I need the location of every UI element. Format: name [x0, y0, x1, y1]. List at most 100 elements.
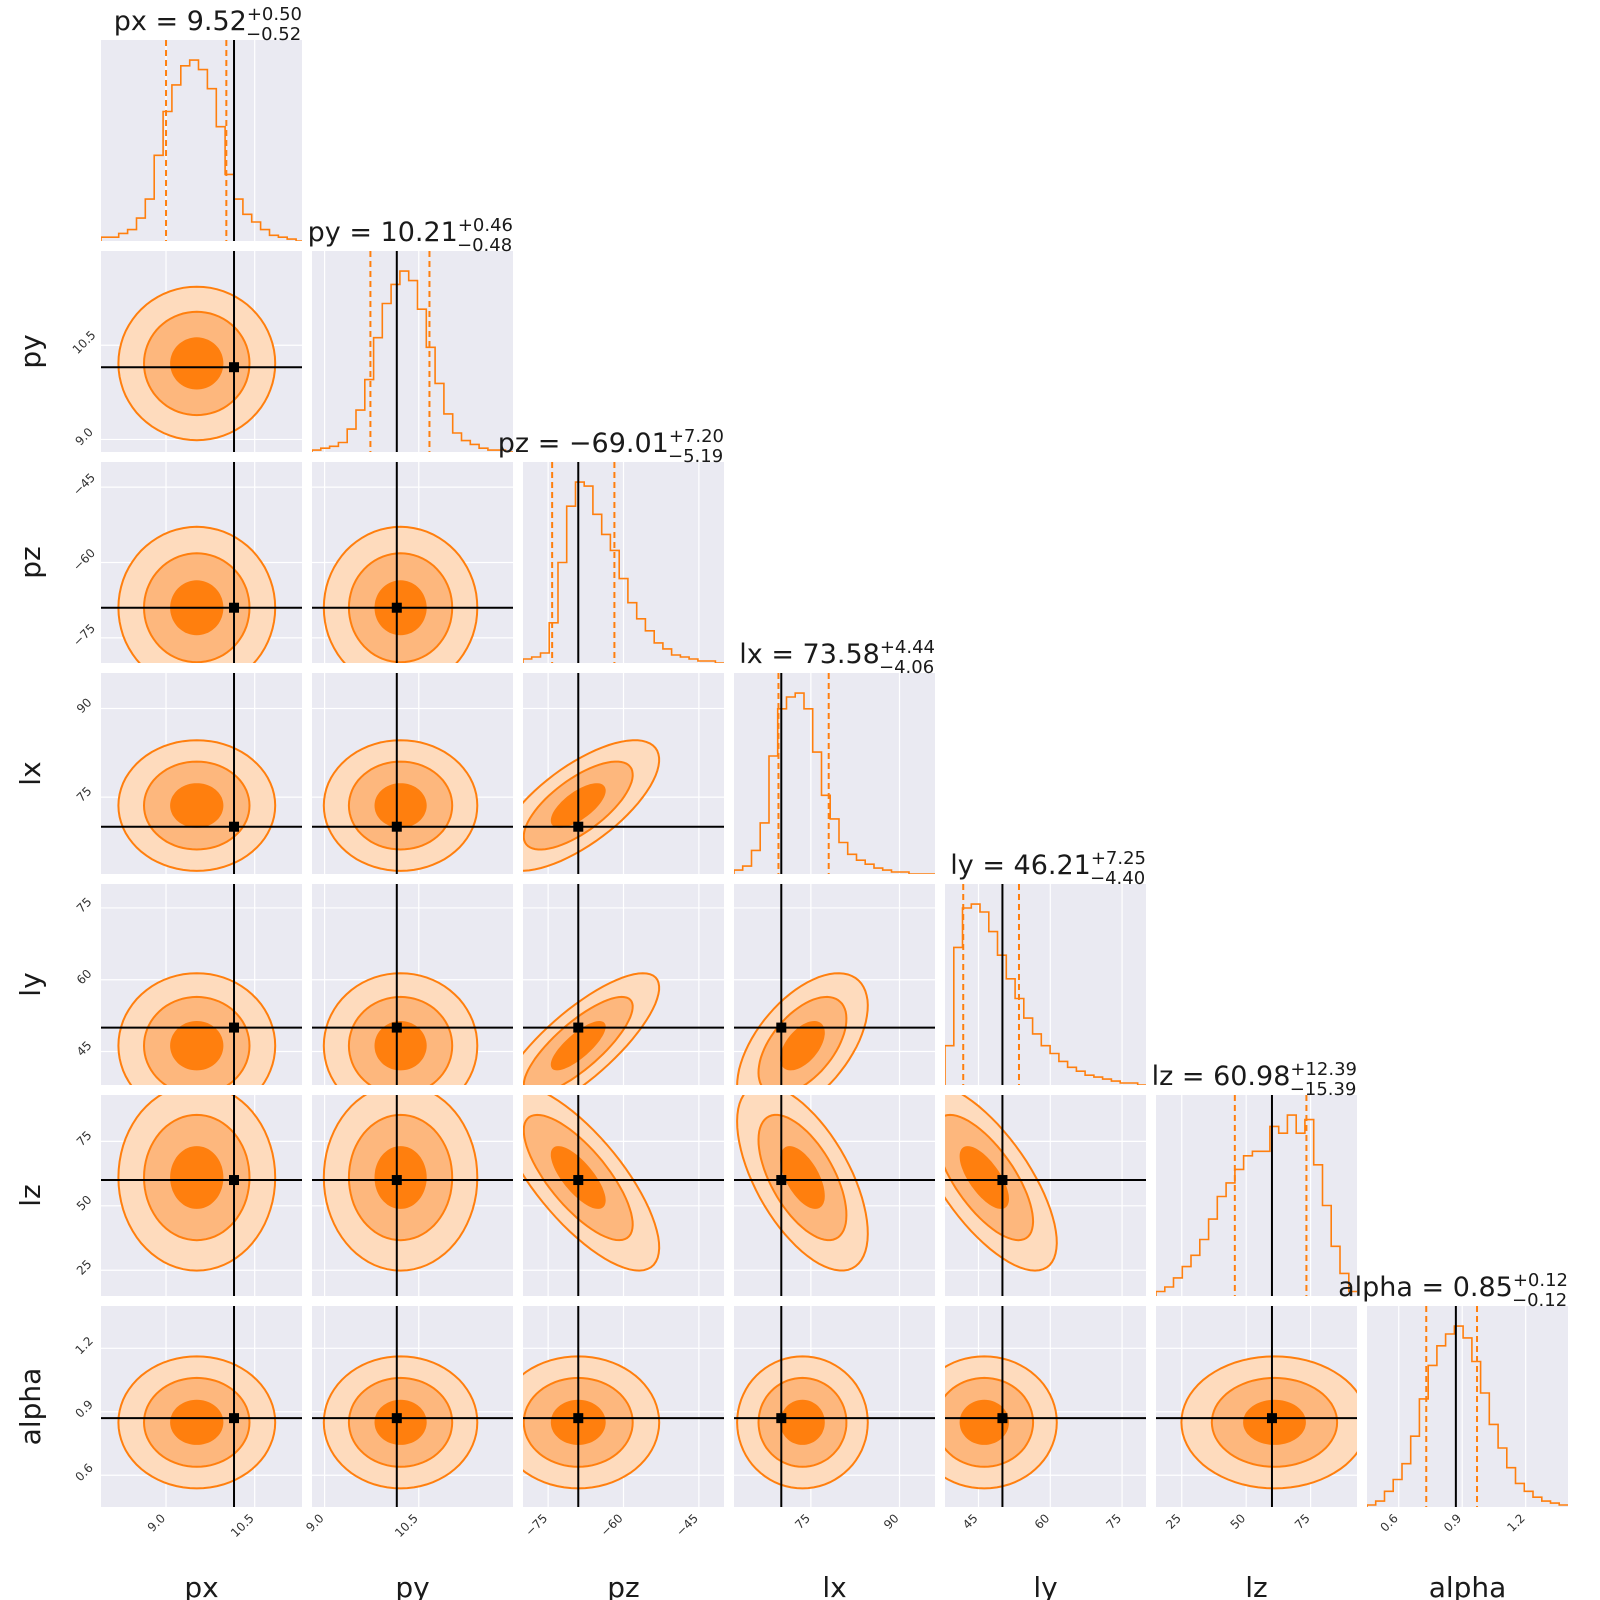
panel-alpha-vs-py: [312, 1306, 513, 1507]
truth-marker: [229, 821, 240, 832]
y-tick-label: 10.5: [70, 328, 99, 357]
y-tick-label: −60: [70, 546, 98, 574]
histogram-step: [523, 481, 724, 663]
histogram-py: [312, 251, 513, 452]
x-tick-label: −45: [673, 1511, 701, 1539]
x-tick-label: 10.5: [228, 1511, 257, 1540]
y-tick-label: −45: [70, 470, 98, 498]
x-tick-label: 75: [1292, 1511, 1313, 1532]
y-tick-label: 90: [74, 695, 95, 716]
panel-background: [734, 673, 935, 874]
param-title-alpha: alpha = 0.85+0.12 −0.12: [1338, 1270, 1568, 1311]
panel-ly-vs-lx: [734, 884, 935, 1085]
histogram-px: [101, 40, 302, 241]
y-tick-label: 50: [74, 1193, 95, 1214]
y-axis-label-py: py: [14, 334, 47, 368]
histogram-lx: [734, 673, 935, 874]
x-tick-label: 9.0: [145, 1511, 168, 1534]
x-tick-label: −75: [522, 1511, 550, 1539]
x-tick-label: 90: [881, 1511, 902, 1532]
y-tick-label: 75: [74, 895, 95, 916]
truth-marker: [1266, 1413, 1277, 1424]
x-tick-label: 45: [960, 1511, 981, 1532]
x-tick-label: 9.0: [303, 1511, 326, 1534]
panel-ly-vs-px: [101, 884, 302, 1085]
x-tick-label: 75: [792, 1511, 813, 1532]
contour-inner: [170, 783, 224, 828]
contour-inner: [170, 337, 224, 390]
y-axis-label-alpha: alpha: [14, 1368, 47, 1446]
y-axis-label-ly: ly: [14, 972, 47, 996]
truth-marker: [573, 821, 584, 832]
y-tick-label: 45: [74, 1038, 95, 1059]
panel-pz-vs-px: [101, 462, 302, 663]
x-tick-label: 1.2: [1504, 1511, 1527, 1534]
contour-inner: [780, 1020, 825, 1071]
truth-marker: [776, 1175, 787, 1186]
truth-marker: [776, 1413, 787, 1424]
x-tick-label: 10.5: [392, 1511, 421, 1540]
panel-lx-vs-py: [312, 673, 513, 874]
y-tick-label: 0.9: [72, 1397, 95, 1420]
contour-inner: [170, 1146, 224, 1209]
truth-marker: [229, 1413, 240, 1424]
truth-marker: [229, 602, 240, 613]
y-axis-label-lx: lx: [14, 761, 47, 785]
y-tick-label: 75: [74, 784, 95, 805]
histogram-alpha: [1367, 1306, 1568, 1507]
x-tick-label: 50: [1228, 1511, 1249, 1532]
truth-marker: [573, 1175, 584, 1186]
histogram-step: [1367, 1325, 1568, 1507]
histogram-ly: [945, 884, 1146, 1085]
y-tick-label: 75: [74, 1128, 95, 1149]
truth-marker: [997, 1175, 1008, 1186]
histogram-step: [1156, 1114, 1357, 1296]
truth-marker: [776, 1022, 787, 1033]
panel-lz-vs-ly: [945, 1095, 1146, 1296]
param-title-pz: pz = −69.01+7.20 −5.19: [498, 426, 724, 467]
contour-inner: [780, 1399, 825, 1445]
x-tick-label: 0.6: [1377, 1511, 1400, 1534]
truth-marker: [391, 1413, 402, 1424]
contour-inner: [374, 783, 427, 828]
panel-pz-vs-py: [312, 462, 513, 663]
x-axis-label-lz: lz: [1245, 1571, 1267, 1600]
truth-marker: [229, 1175, 240, 1186]
x-axis-label-px: px: [184, 1571, 218, 1600]
contour-inner: [170, 1399, 224, 1445]
y-tick-label: 9.0: [72, 425, 95, 448]
param-title-ly: ly = 46.21+7.25 −4.40: [950, 848, 1146, 889]
x-tick-label: 25: [1163, 1511, 1184, 1532]
panel-lz-vs-px: [101, 1095, 302, 1296]
panel-lz-vs-lx: [734, 1095, 935, 1296]
x-axis-label-pz: pz: [607, 1571, 639, 1600]
y-axis-label-pz: pz: [14, 546, 47, 578]
truth-marker: [573, 1413, 584, 1424]
contour-inner: [374, 1020, 427, 1071]
panel-py-vs-px: [101, 251, 302, 452]
x-tick-label: 0.9: [1441, 1511, 1464, 1534]
histogram-step: [734, 692, 935, 874]
x-tick-label: 75: [1103, 1511, 1124, 1532]
panel-lz-vs-pz: [523, 1095, 724, 1296]
panel-background: [945, 884, 1146, 1085]
x-tick-label: −60: [598, 1511, 626, 1539]
panel-alpha-vs-pz: [523, 1306, 724, 1507]
param-title-lz: lz = 60.98+12.39 −15.39: [1152, 1059, 1357, 1100]
panel-alpha-vs-px: [101, 1306, 302, 1507]
truth-marker: [997, 1413, 1008, 1424]
histogram-lz: [1156, 1095, 1357, 1296]
truth-marker: [391, 1022, 402, 1033]
y-tick-label: −75: [70, 621, 98, 649]
panel-alpha-vs-lx: [734, 1306, 935, 1507]
panel-background: [1156, 1095, 1357, 1296]
truth-marker: [229, 362, 240, 373]
param-title-lx: lx = 73.58+4.44 −4.06: [739, 637, 935, 678]
panel-alpha-vs-ly: [945, 1306, 1146, 1507]
truth-marker: [391, 1175, 402, 1186]
panel-background: [312, 251, 513, 452]
y-tick-label: 25: [74, 1257, 95, 1278]
panel-background: [101, 40, 302, 241]
panel-lx-vs-pz: [523, 673, 724, 874]
